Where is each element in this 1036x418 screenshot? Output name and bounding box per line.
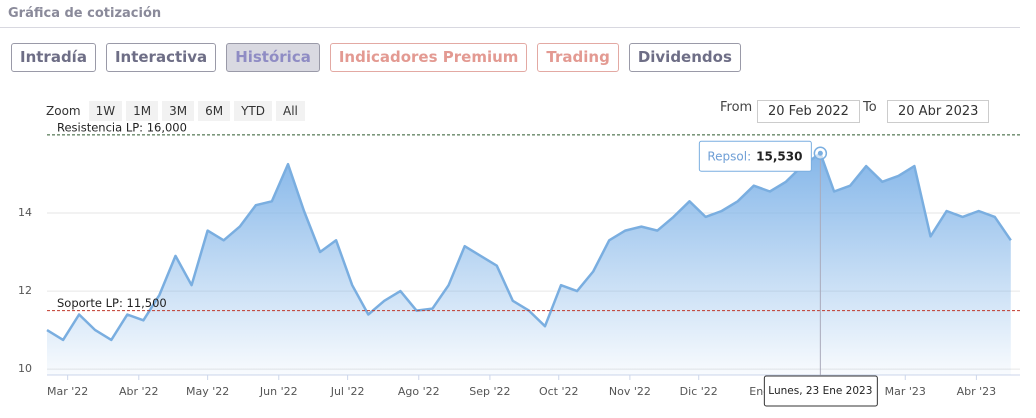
x-tick-label: Mar '23	[885, 385, 926, 398]
header-title: Gráfica de cotización	[8, 6, 162, 21]
x-tick-label: Abr '22	[119, 385, 159, 398]
zoom-button[interactable]: 1W	[88, 101, 123, 121]
date-tooltip-box	[763, 375, 878, 407]
tooltip-series: Repsol:	[707, 149, 751, 163]
header-divider	[0, 27, 1020, 28]
x-tick-label: Mar '22	[47, 385, 88, 398]
area-fill	[47, 153, 1011, 375]
x-tick-label: Nov '22	[609, 385, 651, 398]
zoom-button[interactable]: 1M	[126, 101, 159, 121]
tab[interactable]: Dividendos	[628, 43, 741, 72]
tooltip-box	[698, 140, 812, 172]
zoom-bar: Zoom 1W 1M 3M 6M YTD All	[46, 101, 305, 121]
date-tooltip: Lunes, 23 Ene 2023	[768, 385, 872, 397]
zoom-button[interactable]: YTD	[234, 101, 272, 121]
x-tick-label: Oct '22	[539, 385, 579, 398]
from-input[interactable]: 20 Feb 2022	[757, 100, 860, 123]
tab[interactable]: Histórica	[226, 43, 320, 72]
hover-dot	[817, 150, 823, 156]
tooltip-value: 15,530	[756, 149, 802, 163]
to-input[interactable]: 20 Abr 2023	[887, 100, 990, 123]
tab[interactable]: Trading	[537, 43, 619, 72]
x-tick-label: Jul '22	[330, 385, 365, 398]
y-tick-label: 12	[18, 284, 32, 297]
reference-label: Resistencia LP: 16,000	[57, 120, 187, 134]
tab[interactable]: Intradía	[11, 43, 96, 72]
zoom-button[interactable]: 6M	[198, 101, 231, 121]
tab[interactable]: Interactiva	[105, 43, 217, 72]
to-label: To	[863, 100, 877, 115]
x-tick-label: Ago '22	[398, 385, 440, 398]
tooltip-text: Repsol: 15,530	[707, 149, 802, 163]
x-tick-label: Jun '22	[259, 385, 298, 398]
tab[interactable]: Indicadores Premium	[329, 43, 528, 72]
from-label: From	[720, 100, 753, 115]
y-tick-label: 10	[18, 362, 32, 375]
reference-label: Soporte LP: 11,500	[57, 296, 167, 310]
x-tick-label: May '22	[186, 385, 229, 398]
x-tick-label: Dic '22	[680, 385, 718, 398]
zoom-label: Zoom	[46, 104, 81, 118]
tab-bar: Intradía Interactiva Histórica Indicadores …	[11, 43, 741, 72]
zoom-button[interactable]: All	[276, 101, 305, 121]
zoom-button[interactable]: 3M	[162, 101, 195, 121]
x-tick-label: Abr '23	[957, 385, 997, 398]
x-tick-label: Sep '22	[469, 385, 510, 398]
y-tick-label: 14	[18, 206, 32, 219]
